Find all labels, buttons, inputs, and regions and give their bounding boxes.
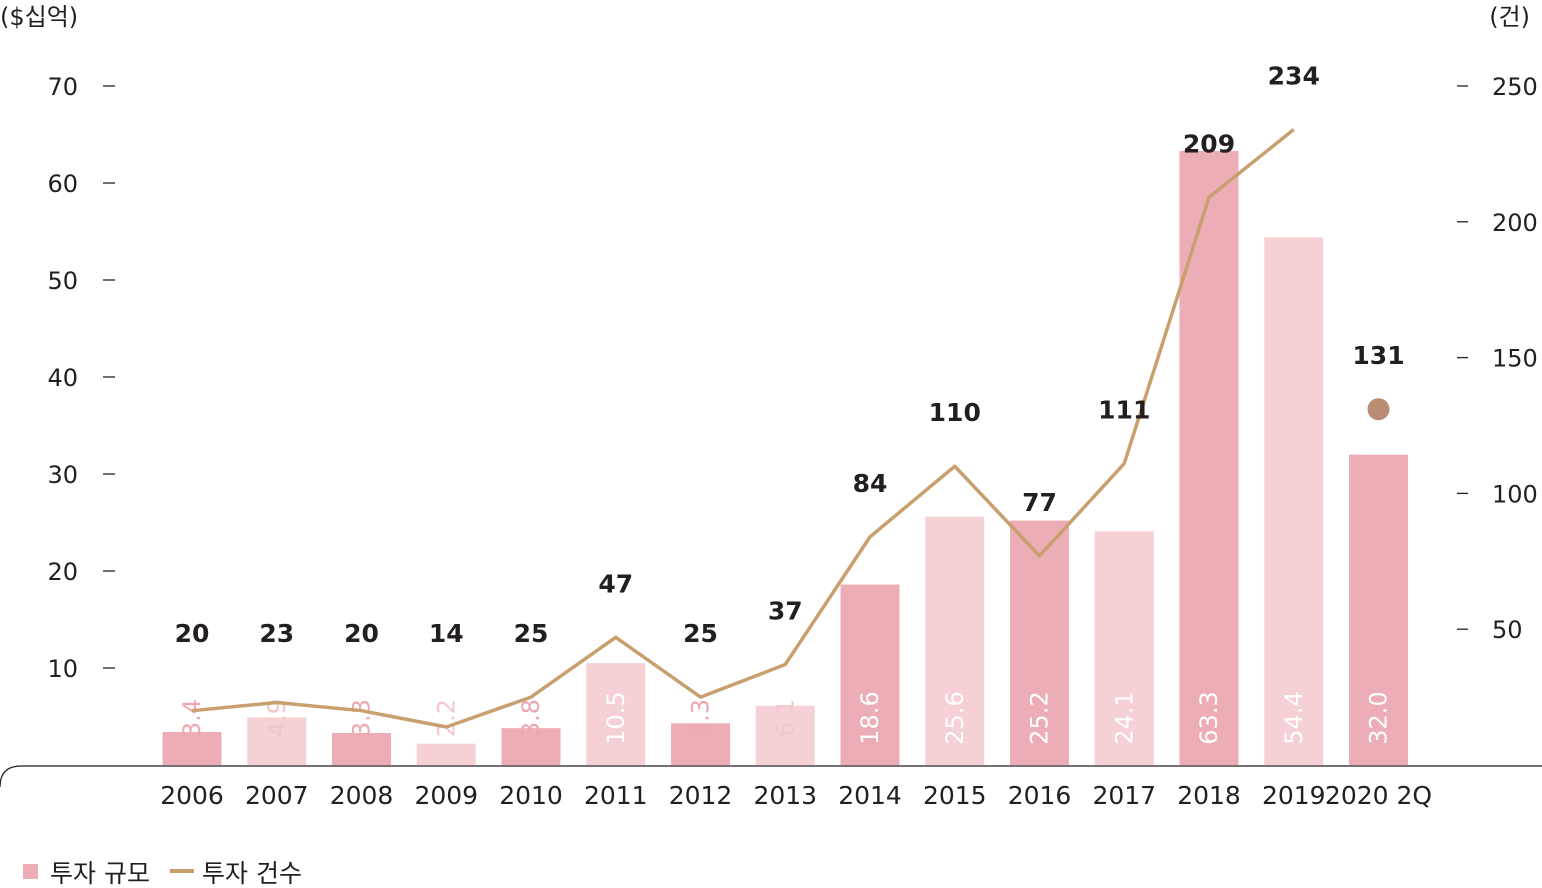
x-axis-categories: 2006 2007 2008 2009 2010 2011 2012 2013 2014 2015… [160,781,1432,810]
left-axis-unit: ($십억) [0,3,78,31]
bar-value-label: 3.4 [178,699,206,737]
category-label: 2007 [245,781,309,810]
bar [671,723,730,765]
bar [332,732,391,765]
bar [1179,150,1239,766]
bar-value-label: 10.5 [602,691,630,744]
category-label: 2019 [1262,781,1326,810]
category-label: 2020 2Q [1325,781,1432,810]
bar [247,717,307,765]
left-tick-label: 70 [47,73,78,101]
bar [162,732,222,765]
right-tick-label: 200 [1492,209,1538,237]
bar-value-label: 4.9 [263,699,291,737]
bar [416,743,476,765]
bar [840,584,900,765]
line-value-label: 209 [1183,129,1235,158]
line-value-label: 131 [1352,341,1404,370]
left-tick-label: 20 [47,558,78,586]
category-label: 2010 [499,781,563,810]
bar-value-label: 2.2 [432,699,460,737]
line-series [191,128,1390,729]
line-value-label: 14 [429,619,464,648]
category-label: 2014 [838,781,902,810]
bar [1010,520,1069,765]
bar-value-label: 4.3 [687,699,715,737]
right-tick-label: 250 [1492,73,1538,101]
count-point-2020-2q [1367,398,1390,421]
right-axis-unit: (건) [1489,3,1530,31]
legend-swatch-bar [23,864,38,879]
category-label: 2008 [330,781,394,810]
count-line [191,128,1295,729]
bar-value-label: 18.6 [856,691,884,744]
bar-series [162,150,1408,766]
left-tick-label: 40 [47,364,78,392]
line-value-label: 20 [175,619,210,648]
x-axis-baseline [0,765,1542,788]
legend-label-line: 투자 건수 [202,859,302,888]
line-value-label: 84 [853,469,888,498]
line-value-label: 234 [1268,61,1320,90]
category-label: 2015 [923,781,987,810]
left-tick-label: 10 [47,655,78,683]
bar [755,705,815,765]
right-axis: (건) 50 100 150 200 250 [1457,3,1538,644]
bar-value-label: 63.3 [1195,691,1223,744]
line-value-label: 20 [344,619,379,648]
category-label: 2017 [1092,781,1156,810]
bar [1264,237,1324,765]
left-tick-label: 60 [47,170,78,198]
bar-value-label: 3.8 [517,699,545,737]
bar [501,728,561,765]
category-label: 2018 [1177,781,1241,810]
left-tick-label: 50 [47,267,78,295]
category-label: 2013 [753,781,817,810]
bar-value-label: 24.1 [1110,691,1138,744]
line-value-label: 25 [683,619,718,648]
line-value-label: 47 [598,569,633,598]
category-label: 2009 [414,781,478,810]
legend: 투자 규모 투자 건수 [23,859,302,888]
right-tick-label: 50 [1492,616,1523,644]
bar-value-label: 25.2 [1026,691,1054,744]
bar [1349,454,1408,765]
line-value-label: 23 [259,619,294,648]
right-tick-label: 150 [1492,345,1538,373]
line-value-label: 25 [514,619,549,648]
line-value-label: 111 [1098,396,1150,425]
line-value-label: 77 [1022,488,1057,517]
bar-value-label: 25.6 [941,691,969,744]
left-axis: ($십억) 10 20 30 40 50 60 70 [0,3,115,683]
bar-value-label: 32.0 [1365,691,1393,744]
line-value-label: 37 [768,597,803,626]
bar [1094,531,1154,765]
legend-label-bar: 투자 규모 [50,859,150,888]
line-value-labels: 20 23 20 14 25 47 25 37 84 110 77 111 209 234 131 [175,61,1405,648]
bar-value-label: 54.4 [1280,691,1308,744]
category-label: 2011 [584,781,648,810]
right-tick-label: 100 [1492,480,1538,508]
bar-value-label: 6.1 [771,699,799,737]
bar [586,663,646,765]
category-label: 2016 [1008,781,1072,810]
line-value-label: 110 [929,398,981,427]
bar [925,516,985,765]
bar-value-labels: 3.4 4.9 3.3 2.2 3.8 10.5 4.3 6.1 18.6 25.6 25.2 24.… [178,691,1393,744]
bar-value-label: 3.3 [348,699,376,737]
left-tick-label: 30 [47,461,78,489]
category-label: 2006 [160,781,224,810]
category-label: 2012 [669,781,733,810]
